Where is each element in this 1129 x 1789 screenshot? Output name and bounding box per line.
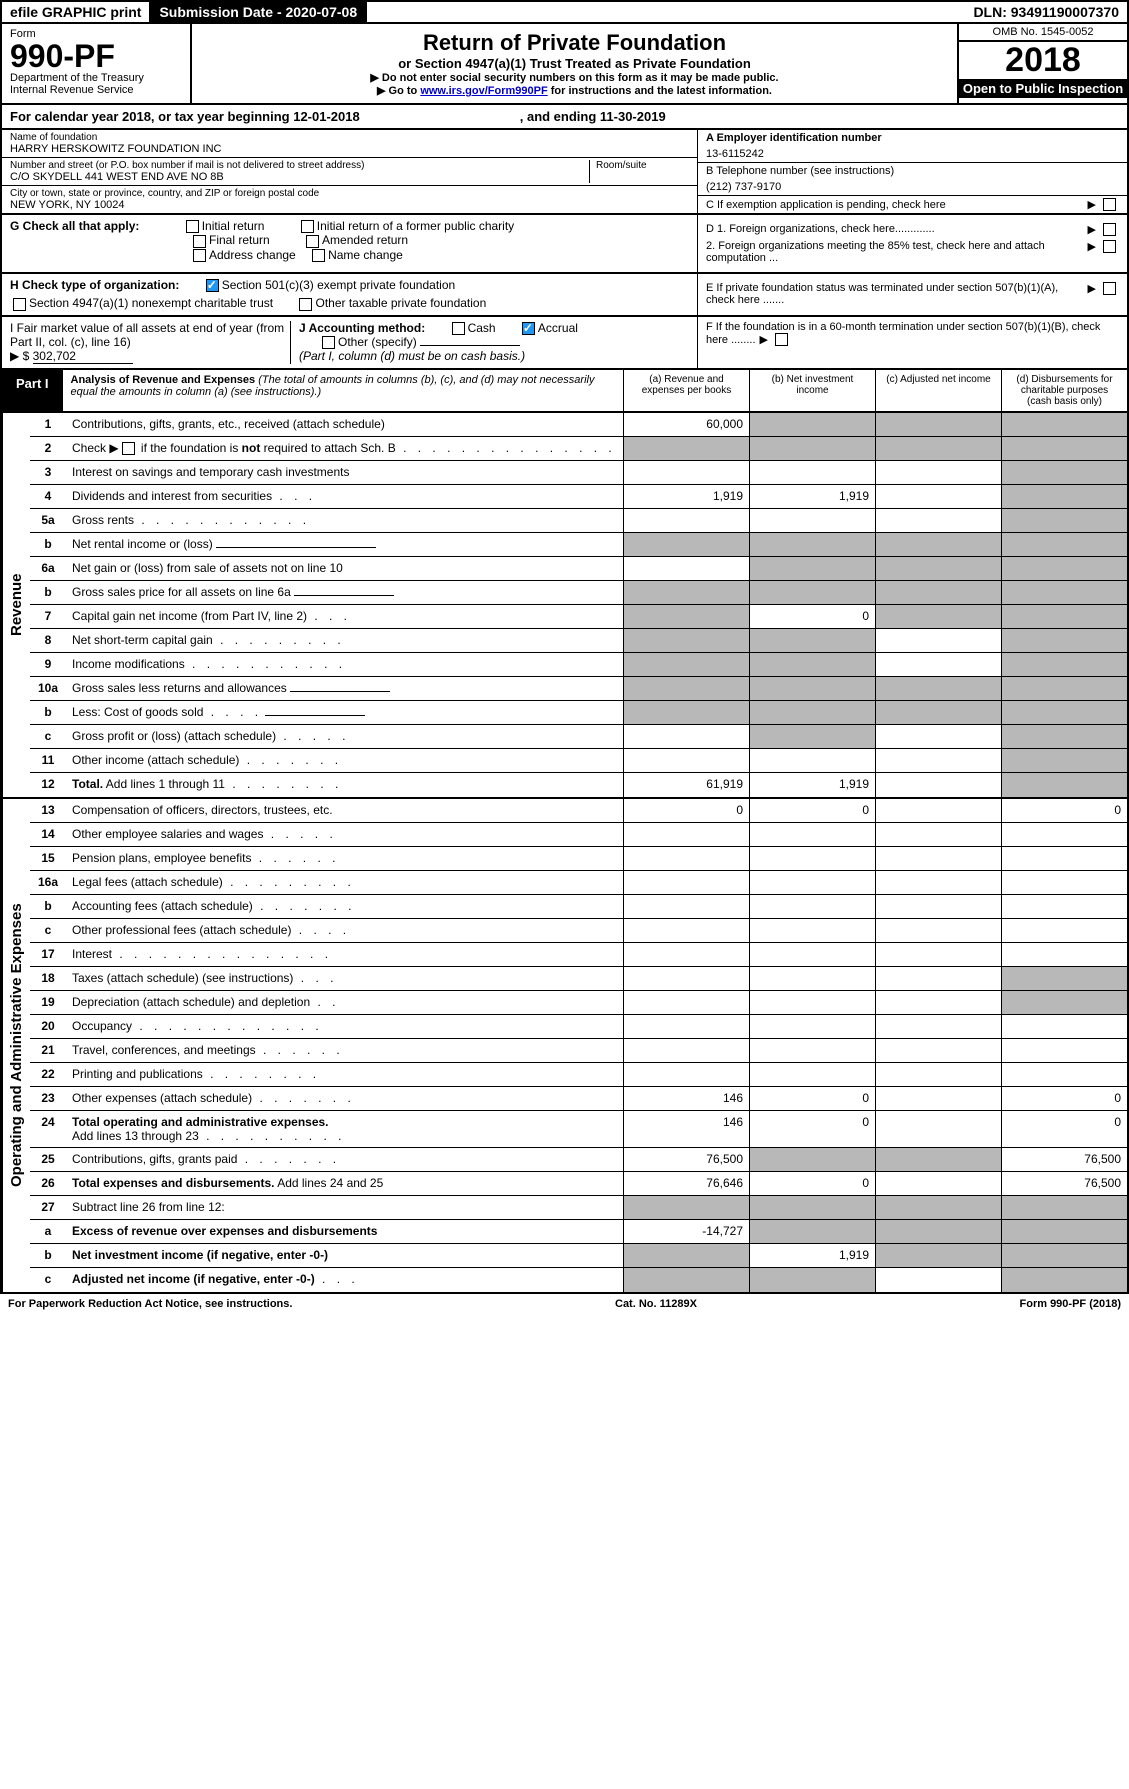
top-bar: efile GRAPHIC print Submission Date - 20… [0, 0, 1129, 24]
i-j-f-row: I Fair market value of all assets at end… [0, 317, 1129, 370]
form-number: 990-PF [10, 40, 182, 72]
part1-title: Analysis of Revenue and Expenses [71, 374, 256, 386]
address: C/O SKYDELL 441 WEST END AVE NO 8B [10, 171, 589, 183]
part1-header: Part I Analysis of Revenue and Expenses … [0, 370, 1129, 413]
d2-checkbox[interactable] [1103, 240, 1116, 253]
j-label: J Accounting method: [299, 321, 425, 335]
city-label: City or town, state or province, country… [10, 188, 689, 199]
ein-value: 13-6115242 [706, 148, 1119, 160]
e-checkbox[interactable] [1103, 282, 1116, 295]
e-label: E If private foundation status was termi… [706, 282, 1084, 306]
c-checkbox[interactable] [1103, 198, 1116, 211]
identity-block: Name of foundationHARRY HERSKOWITZ FOUND… [0, 130, 1129, 215]
col-a-hdr: (a) Revenue and expenses per books [623, 370, 749, 411]
submission-date: Submission Date - 2020-07-08 [151, 2, 367, 22]
chk-other-method[interactable] [322, 336, 335, 349]
form-header: Form 990-PF Department of the Treasury I… [0, 24, 1129, 105]
irs-link[interactable]: www.irs.gov/Form990PF [420, 85, 547, 97]
d2-label: 2. Foreign organizations meeting the 85%… [706, 240, 1084, 264]
g-label: G Check all that apply: [10, 219, 139, 233]
form-subtitle: or Section 4947(a)(1) Trust Treated as P… [198, 56, 951, 71]
d1-label: D 1. Foreign organizations, check here..… [706, 223, 1084, 235]
room-label: Room/suite [589, 160, 689, 183]
calendar-year-row: For calendar year 2018, or tax year begi… [0, 105, 1129, 130]
cat-no: Cat. No. 11289X [615, 1298, 697, 1310]
col-b-hdr: (b) Net investment income [749, 370, 875, 411]
form-title: Return of Private Foundation [198, 30, 951, 56]
expense-label: Operating and Administrative Expenses [2, 799, 30, 1292]
i-value: 302,702 [33, 349, 133, 364]
chk-final[interactable] [193, 235, 206, 248]
phone-value: (212) 737-9170 [706, 181, 1119, 193]
i-label: I Fair market value of all assets at end… [10, 321, 290, 349]
tax-year: 2018 [959, 42, 1127, 79]
open-to-public: Open to Public Inspection [959, 79, 1127, 98]
dln: DLN: 93491190007370 [965, 2, 1127, 22]
chk-addr-change[interactable] [193, 249, 206, 262]
chk-4947[interactable] [13, 298, 26, 311]
chk-cash[interactable] [452, 322, 465, 335]
ein-label: A Employer identification number [706, 132, 1119, 144]
revenue-section: Revenue 1Contributions, gifts, grants, e… [0, 413, 1129, 799]
note-1: ▶ Do not enter social security numbers o… [198, 71, 951, 84]
chk-initial-former[interactable] [301, 220, 314, 233]
efile-label: efile GRAPHIC print [2, 2, 151, 22]
city: NEW YORK, NY 10024 [10, 199, 689, 211]
page-footer: For Paperwork Reduction Act Notice, see … [0, 1294, 1129, 1314]
addr-label: Number and street (or P.O. box number if… [10, 160, 589, 171]
chk-accrual[interactable] [522, 322, 535, 335]
col-c-hdr: (c) Adjusted net income [875, 370, 1001, 411]
h-e-row: H Check type of organization: Section 50… [0, 274, 1129, 317]
revenue-label: Revenue [2, 413, 30, 797]
phone-label: B Telephone number (see instructions) [706, 165, 1119, 177]
h-label: H Check type of organization: [10, 278, 179, 292]
chk-sch-b[interactable] [122, 442, 135, 455]
irs: Internal Revenue Service [10, 84, 182, 96]
chk-other-tax[interactable] [299, 298, 312, 311]
c-label: C If exemption application is pending, c… [706, 199, 1084, 211]
chk-initial[interactable] [186, 220, 199, 233]
form-ref: Form 990-PF (2018) [1020, 1298, 1122, 1310]
paperwork-notice: For Paperwork Reduction Act Notice, see … [8, 1298, 292, 1310]
chk-amended[interactable] [306, 235, 319, 248]
j-note: (Part I, column (d) must be on cash basi… [299, 349, 689, 363]
f-checkbox[interactable] [775, 333, 788, 346]
omb-number: OMB No. 1545-0052 [959, 24, 1127, 42]
d1-checkbox[interactable] [1103, 223, 1116, 236]
dept: Department of the Treasury [10, 72, 182, 84]
part1-label: Part I [2, 370, 63, 411]
col-d-hdr: (d) Disbursements for charitable purpose… [1001, 370, 1127, 411]
chk-name-change[interactable] [312, 249, 325, 262]
name-label: Name of foundation [10, 132, 689, 143]
g-d-row: G Check all that apply: Initial return I… [0, 215, 1129, 274]
expense-section: Operating and Administrative Expenses 13… [0, 799, 1129, 1294]
note-2: ▶ Go to www.irs.gov/Form990PF for instru… [198, 84, 951, 97]
foundation-name: HARRY HERSKOWITZ FOUNDATION INC [10, 143, 689, 155]
chk-501c3[interactable] [206, 279, 219, 292]
